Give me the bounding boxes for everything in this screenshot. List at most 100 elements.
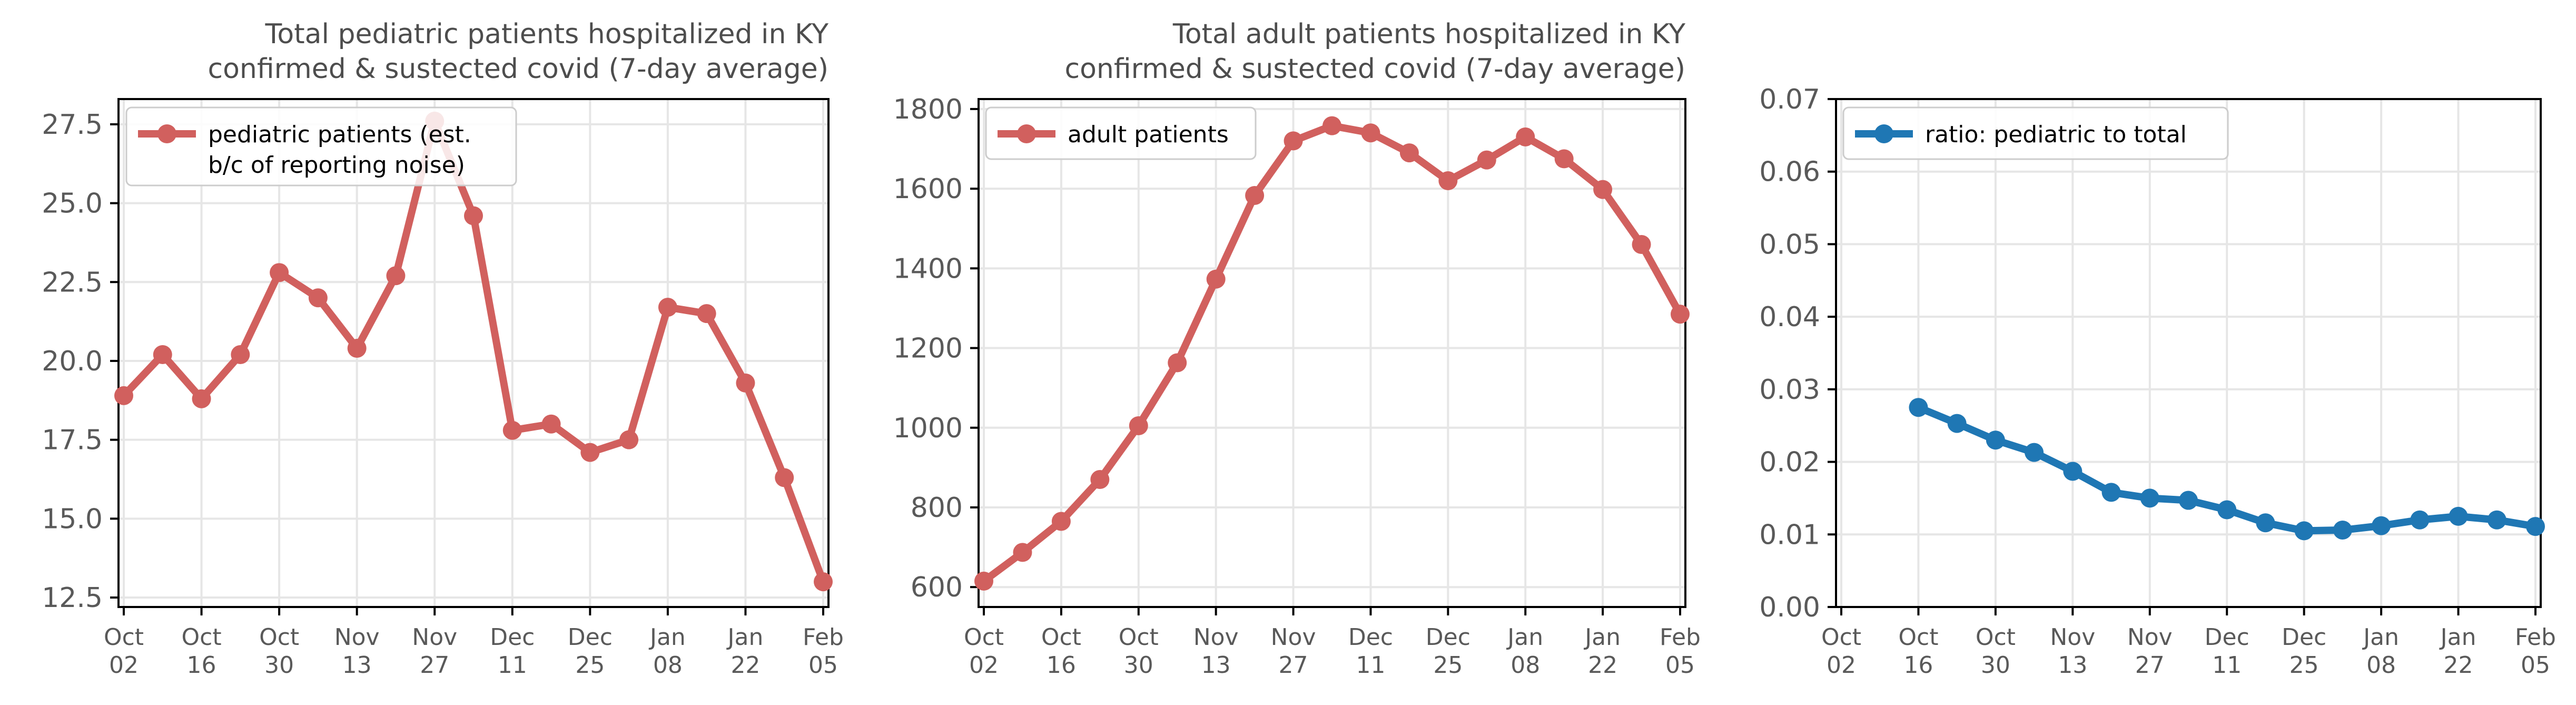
legend-marker-swatch [1874, 124, 1893, 143]
data-point [2101, 483, 2121, 502]
plot-frame [978, 98, 1686, 608]
chart-title-line: Total adult patients hospitalized in KY [1172, 18, 1685, 50]
data-point [386, 266, 406, 286]
data-point [114, 386, 133, 405]
data-point [2294, 521, 2314, 541]
x-tick-label-month: Dec [1348, 624, 1393, 651]
data-point [347, 339, 367, 358]
chart-panel-2: 60080010001200140016001800Oct02Oct16Oct3… [893, 18, 1701, 679]
y-tick-label: 1200 [893, 333, 963, 365]
data-point [619, 430, 639, 449]
x-tick-label-month: Oct [259, 624, 299, 651]
x-tick-label-day: 08 [2366, 652, 2396, 679]
x-tick-label-month: Dec [1426, 624, 1470, 651]
data-point [974, 571, 993, 591]
x-tick-label-month: Jan [2439, 624, 2476, 651]
data-point [1593, 180, 1613, 199]
chart-title-line: confirmed & sustected covid (7-day avera… [208, 53, 828, 85]
data-point [153, 345, 172, 364]
data-point [814, 572, 833, 592]
data-point [2217, 500, 2237, 520]
chart-title-line: confirmed & sustected covid (7-day avera… [1064, 53, 1685, 85]
data-point [1129, 416, 1148, 435]
y-tick-label: 25.0 [42, 188, 103, 220]
x-tick-label-month: Dec [2205, 624, 2249, 651]
x-tick-label-month: Feb [1660, 624, 1701, 651]
data-point [1516, 127, 1535, 146]
data-point [1947, 414, 1967, 433]
x-tick-label-month: Jan [1583, 624, 1621, 651]
y-tick-label: 0.02 [1759, 447, 1820, 478]
chart-panel-3: 0.000.010.020.030.040.050.060.07Oct02Oct… [1759, 84, 2556, 679]
data-point [1245, 185, 1265, 205]
y-tick-label: 17.5 [42, 425, 103, 456]
data-point [308, 288, 328, 308]
y-tick-label: 800 [911, 492, 963, 524]
x-tick-label-day: 22 [731, 652, 760, 679]
data-point [2179, 491, 2198, 510]
legend: ratio: pediatric to total [1842, 106, 2229, 160]
y-tick-label: 0.04 [1759, 301, 1820, 333]
x-tick-label-month: Jan [726, 624, 764, 651]
data-point [697, 304, 716, 324]
x-tick-label-day: 08 [1511, 652, 1540, 679]
x-tick-label-day: 25 [2289, 652, 2319, 679]
x-tick-label-day: 13 [2058, 652, 2087, 679]
x-tick-label-month: Dec [2282, 624, 2326, 651]
data-point [1399, 143, 1419, 163]
x-tick-label-day: 30 [1981, 652, 2010, 679]
x-tick-label-month: Oct [1821, 624, 1861, 651]
data-point [231, 345, 250, 364]
y-tick-label: 27.5 [42, 109, 103, 141]
chart-panel-1: 12.515.017.520.022.525.027.5Oct02Oct16Oc… [42, 18, 844, 679]
x-tick-label-month: Nov [2127, 624, 2173, 651]
data-point [1632, 234, 1651, 254]
y-tick-label: 0.03 [1759, 374, 1820, 406]
legend: adult patients [985, 106, 1257, 160]
x-tick-label-day: 05 [2521, 652, 2550, 679]
x-tick-label-month: Oct [1041, 624, 1081, 651]
y-tick-label: 0.07 [1759, 84, 1820, 115]
x-tick-label-day: 02 [1827, 652, 1856, 679]
y-tick-label: 20.0 [42, 346, 103, 377]
chart-title-line: Total pediatric patients hospitalized in… [264, 18, 828, 50]
data-point [2256, 513, 2275, 533]
x-tick-label-day: 08 [653, 652, 683, 679]
x-tick-label-day: 05 [1665, 652, 1695, 679]
x-tick-label-day: 25 [575, 652, 605, 679]
x-tick-label-month: Oct [1898, 624, 1938, 651]
x-tick-label-day: 30 [1124, 652, 1153, 679]
x-tick-label-month: Oct [1976, 624, 2016, 651]
plot-frame [117, 98, 830, 608]
data-point [775, 468, 794, 487]
data-point [2526, 517, 2545, 536]
x-tick-label-month: Nov [2050, 624, 2095, 651]
data-point [736, 373, 755, 393]
x-tick-label-month: Nov [1193, 624, 1239, 651]
y-tick-label: 1400 [893, 253, 963, 285]
y-tick-label: 15.0 [42, 503, 103, 535]
x-tick-label-month: Oct [964, 624, 1004, 651]
legend-marker-swatch [157, 124, 176, 143]
x-tick-label-day: 11 [498, 652, 527, 679]
x-tick-label-day: 30 [264, 652, 294, 679]
series-line [120, 117, 827, 586]
data-point [1438, 171, 1458, 190]
data-point [1477, 150, 1496, 170]
x-tick-label-month: Feb [2515, 624, 2556, 651]
legend-label: b/c of reporting noise) [208, 152, 465, 179]
x-tick-label-day: 13 [342, 652, 372, 679]
data-point [658, 298, 677, 317]
data-point [192, 389, 211, 408]
x-tick-label-day: 27 [2135, 652, 2165, 679]
x-tick-label-month: Nov [1271, 624, 1316, 651]
x-tick-label-month: Oct [104, 624, 144, 651]
x-tick-label-day: 16 [1903, 652, 1933, 679]
x-tick-label-month: Oct [1119, 624, 1159, 651]
x-tick-label-day: 13 [1201, 652, 1231, 679]
x-tick-label-month: Jan [1506, 624, 1543, 651]
y-tick-label: 0.00 [1759, 592, 1820, 623]
data-point [2410, 510, 2430, 530]
data-point [2487, 510, 2506, 530]
data-point [2449, 506, 2468, 526]
